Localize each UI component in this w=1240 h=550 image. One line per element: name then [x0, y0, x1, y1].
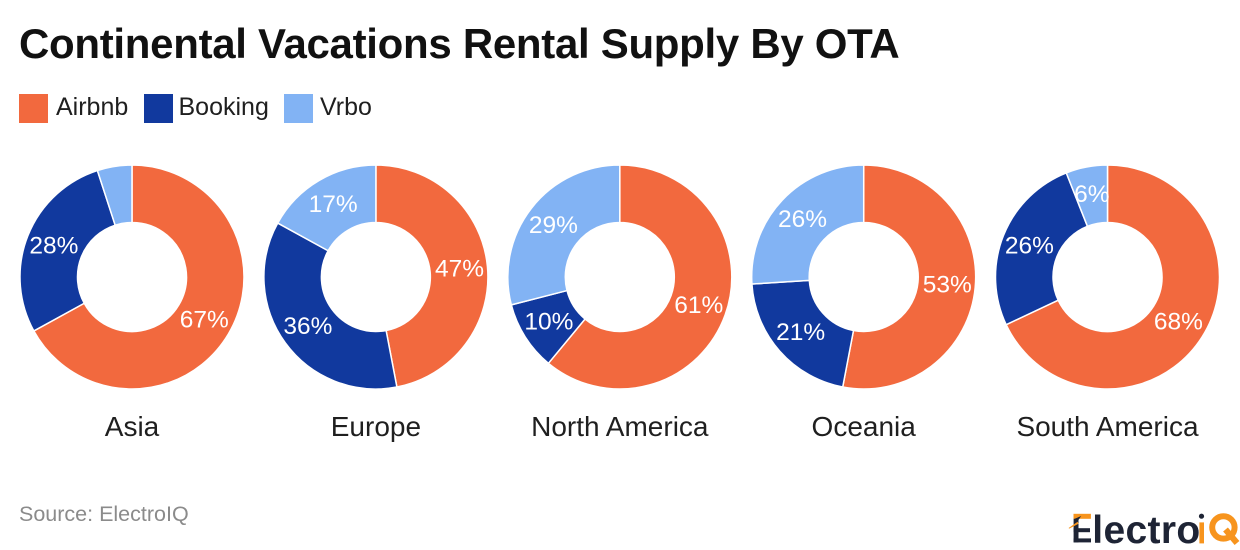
svg-text:lectro: lectro: [1092, 509, 1200, 550]
svg-text:26%: 26%: [1005, 233, 1054, 260]
svg-text:Oceania: Oceania: [812, 411, 917, 442]
svg-text:6%: 6%: [1074, 181, 1109, 208]
svg-text:10%: 10%: [524, 309, 573, 336]
svg-text:29%: 29%: [529, 212, 578, 239]
svg-text:Europe: Europe: [331, 411, 421, 442]
svg-text:36%: 36%: [283, 313, 332, 340]
svg-text:17%: 17%: [309, 191, 358, 218]
svg-text:North America: North America: [531, 411, 709, 442]
svg-text:26%: 26%: [778, 206, 827, 233]
svg-text:28%: 28%: [29, 233, 78, 260]
svg-text:47%: 47%: [435, 256, 484, 283]
svg-text:21%: 21%: [776, 319, 825, 346]
svg-text:Asia: Asia: [105, 411, 160, 442]
svg-text:61%: 61%: [674, 292, 723, 319]
svg-text:67%: 67%: [180, 306, 229, 333]
svg-text:South America: South America: [1016, 411, 1199, 442]
svg-text:68%: 68%: [1154, 309, 1203, 336]
svg-text:53%: 53%: [923, 271, 972, 298]
